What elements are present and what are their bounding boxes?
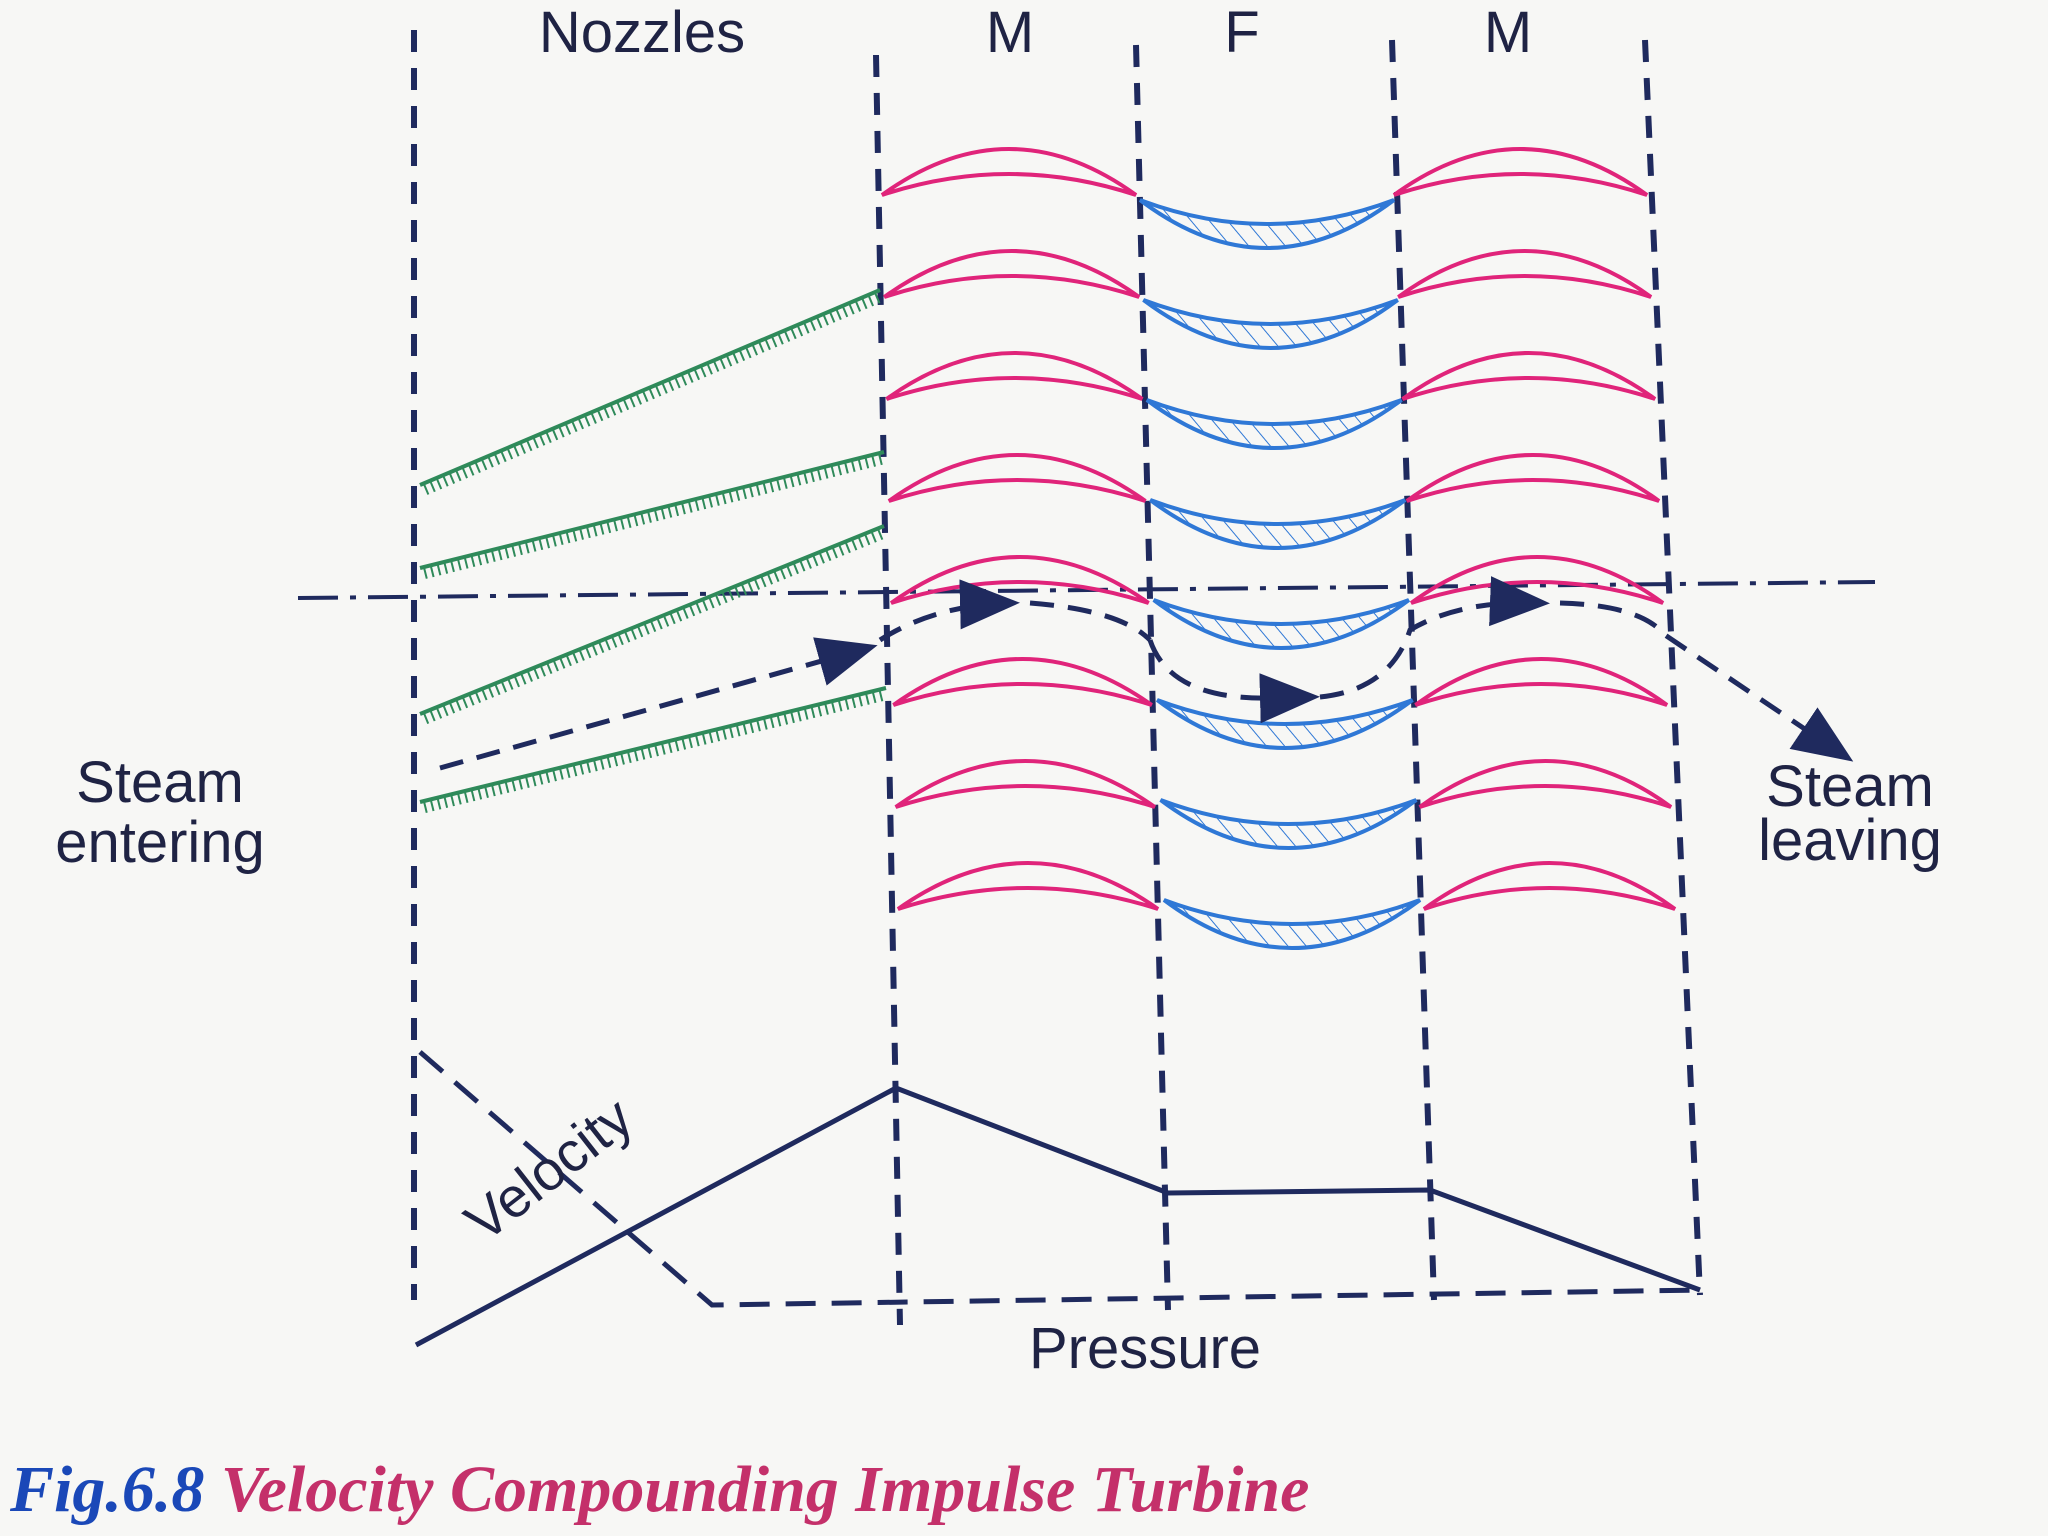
fixed-blade [1155,698,1414,750]
moving-row-1-blade [885,351,1144,401]
moving-row-1-blade [880,147,1138,197]
moving-row-1-blade [883,249,1141,299]
moving-row-1-blade [889,555,1150,605]
nozzle-group [419,288,887,813]
steam-path-fixed [1147,639,1320,724]
fixed-blade [1162,898,1422,950]
moving-row-1-blade [896,861,1160,911]
steam-path [439,576,1854,771]
nozzles-column-label: Nozzles [538,0,746,65]
pressure-curve [418,1050,1705,1308]
moving-row-2-blade [1418,759,1673,809]
steam-entering-line-1: Steam [76,750,244,815]
steam-path-moving-1-tail [1029,600,1152,642]
nozzle [419,524,885,724]
divider-moving-exit [1642,39,1703,1296]
moving-row-2-blade [1405,453,1661,503]
fixed-blade [1152,598,1411,650]
fixed-blade-row [1138,198,1422,950]
moving-row-2-blade [1409,555,1665,605]
nozzle [419,450,885,579]
moving-blade-row-1 [880,147,1160,911]
fixed-blade [1149,498,1407,550]
moving-row-2-blade [1422,861,1677,911]
moving-blade-row-2 [1392,147,1677,911]
moving-row-2-blade [1414,657,1669,707]
steam-path-fixed-tail [1319,576,1550,700]
divider-nozzle-exit [873,54,903,1326]
steam-entering-line-2: entering [55,810,265,875]
divider-moving-fixed [1133,44,1171,1311]
moving-blades-1-column-label: M [985,0,1035,65]
moving-row-1-blade [887,453,1147,503]
steam-leaving-line-2: leaving [1758,808,1942,873]
center-axis-line [297,580,1876,600]
nozzle [419,288,881,495]
fixed-blade [1142,298,1399,350]
caption-title: Velocity Compounding Impulse Turbine [220,1453,1310,1526]
steam-path-moving-2-tail [1559,600,1854,762]
moving-row-1-blade [892,657,1153,707]
fixed-blade [1138,198,1396,250]
column-dividers [411,30,1703,1326]
fixed-blade [1159,798,1418,850]
moving-row-1-blade [894,759,1157,809]
moving-row-2-blade [1397,249,1653,299]
caption-number: Fig.6.8 [10,1453,205,1526]
fixed-blades-column-label: F [1224,0,1260,65]
divider-fixed-moving [1389,39,1437,1301]
steam-leaving-line-1: Steam [1766,754,1934,819]
fixed-blade [1145,398,1403,450]
nozzle [419,686,887,813]
moving-row-2-blade [1401,351,1657,401]
pressure-label: Pressure [1028,1316,1262,1381]
moving-blades-2-column-label: M [1483,0,1533,65]
velocity-curve [414,1085,1701,1348]
moving-row-2-blade [1392,147,1649,197]
steam-path-moving-1 [878,579,1020,643]
figure-caption: Fig.6.8 Velocity Compounding Impulse Tur… [10,1452,1309,1528]
